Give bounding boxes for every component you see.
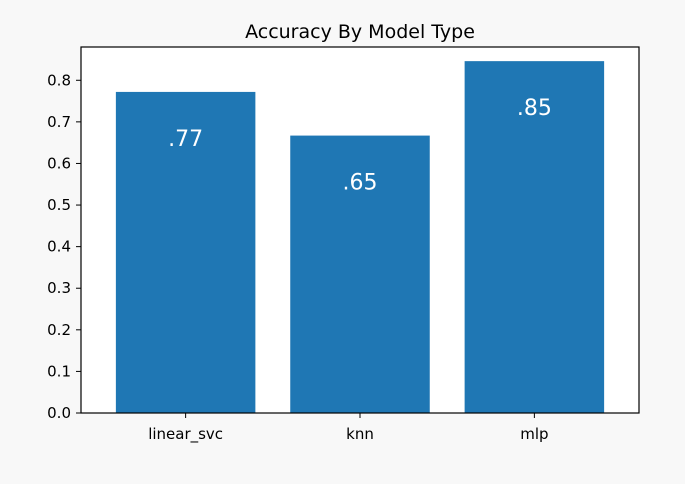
chart-title: Accuracy By Model Type [245, 21, 475, 43]
bar-mlp [464, 61, 605, 414]
y-tick-label: 0.2 [47, 321, 71, 339]
bar-linear_svc [115, 91, 256, 413]
bar-knn [290, 135, 430, 414]
x-tick-label-knn: knn [346, 425, 374, 443]
y-tick-label: 0.7 [47, 113, 71, 131]
data-label-linear_svc: .77 [168, 127, 203, 152]
data-labels-layer: .77 .65 .85 [168, 96, 552, 195]
y-tick-label: 0.6 [47, 154, 71, 172]
data-label-knn: .65 [343, 171, 378, 196]
bars-layer [115, 61, 605, 414]
y-tick-label: 0.3 [47, 279, 71, 297]
y-axis: 0.0 0.1 0.2 0.3 0.4 0.5 0.6 0.7 0.8 [47, 71, 81, 422]
y-tick-label: 0.4 [47, 238, 71, 256]
plot-frame [80, 46, 640, 414]
y-tick-label: 0.0 [47, 404, 71, 422]
y-tick-label: 0.5 [47, 196, 71, 214]
x-tick-label-mlp: mlp [520, 425, 548, 443]
x-axis: linear_svc knn mlp [148, 413, 549, 444]
y-tick-label: 0.1 [47, 362, 71, 380]
data-label-mlp: .85 [517, 96, 552, 121]
y-tick-label: 0.8 [47, 71, 71, 89]
x-tick-label-linear_svc: linear_svc [148, 425, 223, 444]
